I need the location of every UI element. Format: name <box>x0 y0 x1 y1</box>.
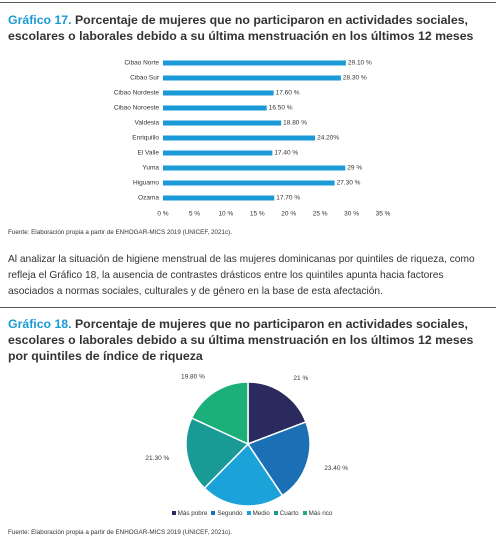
y-tick-label: Cibao Noroeste <box>114 105 160 112</box>
rule <box>0 2 496 3</box>
legend-swatch <box>302 511 307 515</box>
value-label: 17.70 % <box>276 195 300 202</box>
bar <box>163 75 341 81</box>
value-label: 29.10 % <box>348 60 372 67</box>
y-tick-label: Cibao Nordeste <box>114 90 160 97</box>
bar <box>163 135 316 141</box>
title-label: Gráfico 17. <box>8 13 72 27</box>
value-label: 29 % <box>347 165 362 172</box>
y-tick-label: Valdesia <box>135 120 160 127</box>
legend-item: Más pobre <box>171 510 208 517</box>
y-tick-label: Ozama <box>138 195 159 202</box>
x-tick-label: 35 % <box>376 211 391 218</box>
legend-swatch <box>273 511 278 515</box>
legend-label: Más rico <box>308 510 333 517</box>
value-label: 23.40 % <box>324 465 348 472</box>
value-label: 27.30 % <box>337 180 361 187</box>
title-text: Porcentaje de mujeres que no participaro… <box>8 317 474 363</box>
x-tick-label: 25 % <box>313 211 328 218</box>
bar-chart: Cibao Norte 29.10 % Cibao Sur 28.30 % Cibao … <box>114 60 391 218</box>
y-tick-label: Cibao Sur <box>130 75 160 82</box>
legend-label: Medio <box>252 510 270 517</box>
value-label: 28.30 % <box>343 75 367 82</box>
bar <box>163 180 335 186</box>
x-tick-label: 15 % <box>250 211 265 218</box>
pie-slice <box>185 417 250 490</box>
source: Fuente: Elaboración propia a partir de E… <box>8 529 232 536</box>
legend-swatch <box>211 511 216 515</box>
title-label: Gráfico 18. <box>8 317 72 331</box>
x-tick-label: 10 % <box>218 211 233 218</box>
y-tick-label: Higuamo <box>133 180 159 187</box>
x-tick-label: 5 % <box>189 211 200 218</box>
bar <box>163 150 273 156</box>
legend-item: Segundo <box>211 510 243 517</box>
bar <box>163 105 267 111</box>
rule <box>0 307 496 308</box>
value-label: 24.20% <box>317 135 339 142</box>
legend-label: Más pobre <box>177 510 208 517</box>
legend-item: Cuarto <box>273 510 299 517</box>
bar <box>163 120 282 126</box>
pie-chart: 21 %23.40 %23.80 %21.30 %19.80 % <box>145 373 348 507</box>
paragraph: Al analizar la situación de higiene mens… <box>8 254 475 297</box>
source: Fuente: Elaboración propia a partir de E… <box>8 229 232 236</box>
legend-swatch <box>246 511 251 515</box>
pie-slice <box>246 420 311 497</box>
y-tick-label: Enriquillo <box>132 135 159 142</box>
value-label: 21.30 % <box>145 455 169 462</box>
pie-slice <box>203 442 284 507</box>
y-tick-label: Cibao Norte <box>124 60 159 67</box>
legend-swatch <box>171 511 176 515</box>
value-label: 17.40 % <box>274 150 298 157</box>
value-label: 21 % <box>293 375 308 382</box>
y-tick-label: El Valle <box>137 150 159 157</box>
value-label: 18.80 % <box>283 120 307 127</box>
legend-label: Segundo <box>217 510 243 517</box>
value-label: 19.80 % <box>181 373 205 380</box>
x-tick-label: 0 % <box>157 211 168 218</box>
x-tick-label: 30 % <box>344 211 359 218</box>
legend-item: Medio <box>246 510 270 517</box>
pie-slice <box>190 381 249 446</box>
bar <box>163 195 275 201</box>
chart-title: Gráfico 17. Porcentaje de mujeres que no… <box>8 12 478 44</box>
x-tick-label: 20 % <box>281 211 296 218</box>
bar <box>163 60 346 66</box>
chart-title: Gráfico 18. Porcentaje de mujeres que no… <box>8 316 478 364</box>
bar <box>163 165 346 171</box>
pie-slice <box>247 381 307 446</box>
title-text: Porcentaje de mujeres que no participaro… <box>8 13 474 43</box>
legend-label: Cuarto <box>279 510 299 517</box>
legend: Más pobre Segundo Medio Cuarto Más rico <box>0 510 504 517</box>
bar <box>163 90 274 96</box>
value-label: 16.50 % <box>269 105 293 112</box>
legend-item: Más rico <box>302 510 333 517</box>
value-label: 17.60 % <box>276 90 300 97</box>
y-tick-label: Yuma <box>142 165 159 172</box>
